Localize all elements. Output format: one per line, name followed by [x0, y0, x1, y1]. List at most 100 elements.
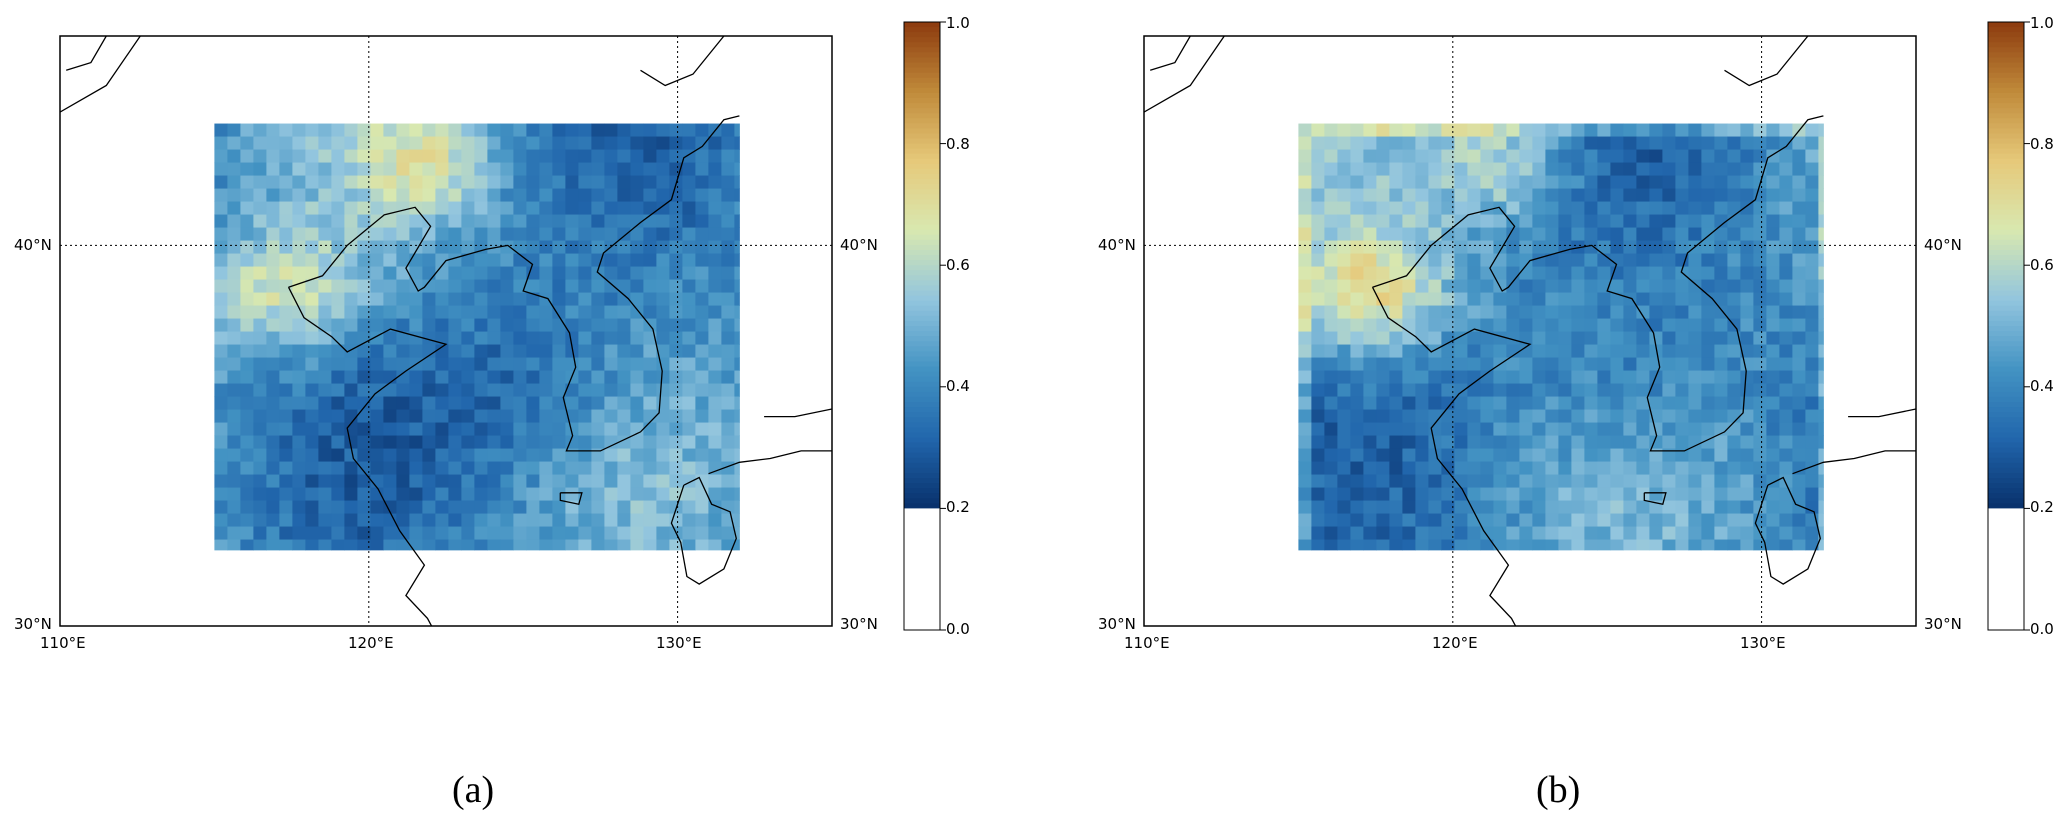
heatmap-cell — [656, 474, 670, 489]
heatmap-cell — [565, 344, 579, 359]
heatmap-cell — [461, 201, 475, 216]
heatmap-cell — [240, 383, 254, 398]
heatmap-cell — [1753, 266, 1767, 281]
heatmap-cell — [1376, 123, 1390, 138]
coastline-segment — [60, 36, 141, 113]
heatmap-cell — [1766, 383, 1780, 398]
heatmap-cell — [1441, 266, 1455, 281]
colorbar-segment — [1988, 32, 2024, 38]
heatmap-cell — [1350, 188, 1364, 203]
heatmap-cell — [1610, 136, 1624, 151]
heatmap-cell — [292, 240, 306, 255]
heatmap-cell — [1506, 214, 1520, 229]
heatmap-cell — [1363, 305, 1377, 320]
heatmap-cell — [1493, 461, 1507, 476]
colorbar-segment — [1988, 427, 2024, 433]
heatmap-cell — [721, 149, 735, 164]
heatmap-cell — [1584, 318, 1598, 333]
heatmap-cell — [1623, 461, 1637, 476]
colorbar-segment — [904, 437, 940, 444]
heatmap-cell — [1376, 344, 1390, 359]
heatmap-cell — [500, 253, 514, 268]
heatmap-cell — [461, 344, 475, 359]
heatmap-cell — [331, 487, 345, 502]
colorbar-segment — [904, 138, 940, 145]
heatmap-cell — [1558, 292, 1572, 307]
heatmap-cell — [214, 487, 228, 502]
heatmap-cell — [396, 435, 410, 450]
heatmap-cell — [734, 344, 740, 359]
heatmap-cell — [1350, 123, 1364, 138]
heatmap-cell — [1623, 344, 1637, 359]
heatmap-cell — [1350, 162, 1364, 177]
colorbar-segment — [1988, 386, 2024, 393]
colorbar-segment — [904, 174, 940, 180]
heatmap-cell — [279, 266, 293, 281]
heatmap-cell — [1480, 448, 1494, 463]
heatmap-cell — [1506, 396, 1520, 411]
heatmap-cell — [1727, 305, 1741, 320]
heatmap-cell — [1818, 357, 1824, 372]
colorbar-segment — [1988, 42, 2024, 48]
heatmap-cell — [227, 123, 241, 138]
heatmap-cell — [253, 240, 267, 255]
heatmap-cell — [487, 318, 501, 333]
heatmap-cell — [1311, 461, 1325, 476]
heatmap-cell — [617, 396, 631, 411]
heatmap-cell — [1688, 500, 1702, 515]
heatmap-cell — [1766, 487, 1780, 502]
heatmap-cell — [1597, 305, 1611, 320]
heatmap-cell — [370, 383, 384, 398]
heatmap-cell — [721, 409, 735, 424]
heatmap-cell — [1350, 487, 1364, 502]
heatmap-cell — [1805, 435, 1819, 450]
colorbar-segment — [904, 168, 940, 175]
colorbar-segment — [1988, 179, 2024, 185]
colorbar-segment — [1988, 498, 2024, 504]
heatmap-cell — [1714, 240, 1728, 255]
colorbar-segment — [904, 417, 940, 423]
heatmap-cell — [1545, 461, 1559, 476]
heatmap-cell — [1324, 422, 1338, 437]
heatmap-cell — [1376, 175, 1390, 190]
heatmap-cell — [1688, 409, 1702, 424]
colorbar-segment — [904, 42, 940, 48]
heatmap-cell — [1597, 357, 1611, 372]
heatmap-cell — [1519, 448, 1533, 463]
heatmap-cell — [305, 227, 319, 242]
coastline-segment — [346, 115, 740, 452]
heatmap-cell — [721, 279, 735, 294]
heatmap-cell — [383, 162, 397, 177]
heatmap-cell — [1571, 175, 1585, 190]
heatmap-cell — [318, 396, 332, 411]
heatmap-cell — [1545, 214, 1559, 229]
heatmap-cell — [1532, 188, 1546, 203]
heatmap-cell — [253, 448, 267, 463]
heatmap-cell — [1649, 474, 1663, 489]
heatmap-cell — [1480, 474, 1494, 489]
heatmap-cell — [1454, 240, 1468, 255]
heatmap-cell — [721, 422, 735, 437]
heatmap-cell — [1402, 305, 1416, 320]
heatmap-cell — [1714, 188, 1728, 203]
heatmap-cell — [1792, 344, 1806, 359]
heatmap-cell — [1467, 500, 1481, 515]
heatmap-cell — [1818, 253, 1824, 268]
heatmap-cell — [305, 266, 319, 281]
heatmap-cell — [1337, 500, 1351, 515]
heatmap-cell — [409, 331, 423, 346]
heatmap-cell — [1324, 266, 1338, 281]
heatmap-cell — [604, 370, 618, 385]
heatmap-cell — [734, 357, 740, 372]
heatmap-cell — [1363, 201, 1377, 216]
heatmap-cell — [539, 266, 553, 281]
heatmap-cell — [734, 305, 740, 320]
heatmap-cell — [1766, 136, 1780, 151]
heatmap-cell — [227, 500, 241, 515]
colorbar-segment — [904, 255, 940, 261]
heatmap-cell — [357, 500, 371, 515]
heatmap-cell — [1389, 435, 1403, 450]
heatmap-cell — [227, 396, 241, 411]
heatmap-cell — [1623, 266, 1637, 281]
colorbar-segment — [904, 396, 940, 403]
